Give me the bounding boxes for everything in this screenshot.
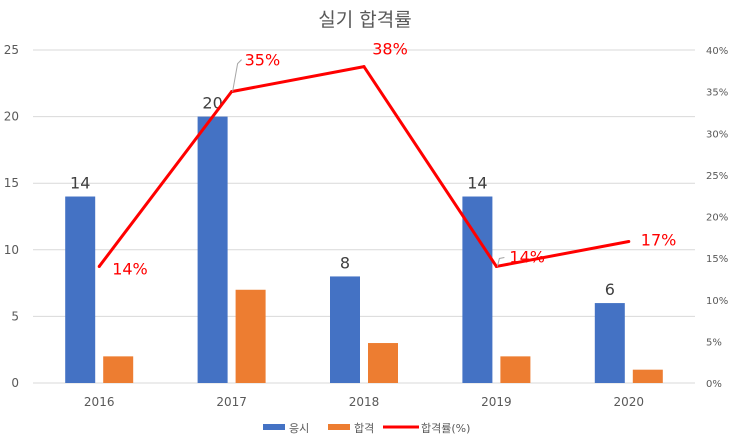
y-right-tick-label: 20% (706, 213, 728, 224)
bar-응시 (65, 196, 96, 383)
line-합격률(%) (98, 65, 630, 268)
line-data-label: 17% (641, 230, 677, 249)
line-data-label: 38% (372, 40, 408, 59)
line-data-label: 14% (112, 259, 148, 278)
y-axis-left: 0 5 10 15 20 25 (4, 43, 19, 390)
label-leader-line (496, 256, 505, 267)
legend-label: 합격 (354, 422, 374, 435)
bar-합격 (103, 356, 134, 383)
y-left-tick-label: 25 (4, 43, 19, 57)
y-left-tick-label: 15 (4, 176, 19, 190)
y-left-tick-label: 5 (11, 309, 19, 323)
x-tick-label: 2020 (614, 395, 645, 409)
label-leader-line (232, 59, 242, 92)
bar-합격 (368, 343, 398, 383)
bar-응시 (330, 276, 360, 383)
y-axis-right: 0% 5% 10% 15% 20% 25% 30% 35% 40% (706, 46, 728, 390)
bar-data-label: 6 (605, 280, 615, 299)
y-right-tick-label: 35% (706, 88, 728, 99)
chart-title: 실기 합격률 (318, 9, 411, 31)
y-right-tick-label: 30% (706, 129, 728, 140)
y-left-tick-label: 20 (4, 110, 19, 124)
y-right-tick-label: 0% (706, 379, 722, 390)
y-left-tick-label: 10 (4, 243, 19, 257)
y-right-tick-label: 40% (706, 46, 728, 57)
line-data-label: 35% (245, 51, 281, 70)
line-point (627, 239, 631, 243)
legend-label: 응시 (289, 422, 309, 435)
legend-swatch (328, 424, 350, 430)
bar-data-label: 8 (340, 253, 350, 272)
bar-합격 (235, 289, 266, 383)
bar-응시 (197, 116, 228, 383)
legend: 응시 합격 합격률(%) (263, 422, 470, 435)
x-tick-label: 2019 (481, 395, 512, 409)
bar-응시 (462, 196, 493, 383)
bar-합격 (632, 369, 663, 383)
y-right-tick-label: 15% (706, 254, 728, 265)
bar-data-label: 14 (467, 174, 487, 193)
x-tick-label: 2016 (84, 395, 115, 409)
line-point (97, 264, 101, 268)
line-series (97, 65, 631, 268)
x-axis: 2016 2017 2018 2019 2020 (84, 395, 644, 409)
y-right-tick-label: 25% (706, 171, 728, 182)
line-data-labels: 14% 35% 38% 14% 17% (112, 40, 676, 279)
bar-data-label: 14 (70, 174, 90, 193)
legend-swatch (263, 424, 285, 430)
x-tick-label: 2017 (216, 395, 247, 409)
bar-응시 (594, 303, 625, 383)
bar-합격 (500, 356, 531, 383)
line-data-label: 14% (509, 247, 545, 266)
y-left-tick-label: 0 (11, 376, 19, 390)
y-right-tick-label: 5% (706, 337, 722, 348)
x-tick-label: 2018 (349, 395, 380, 409)
line-point (362, 65, 366, 69)
bar-series (65, 116, 663, 383)
y-right-tick-label: 10% (706, 296, 728, 307)
legend-label: 합격률(%) (421, 422, 470, 435)
gridlines (33, 49, 695, 384)
